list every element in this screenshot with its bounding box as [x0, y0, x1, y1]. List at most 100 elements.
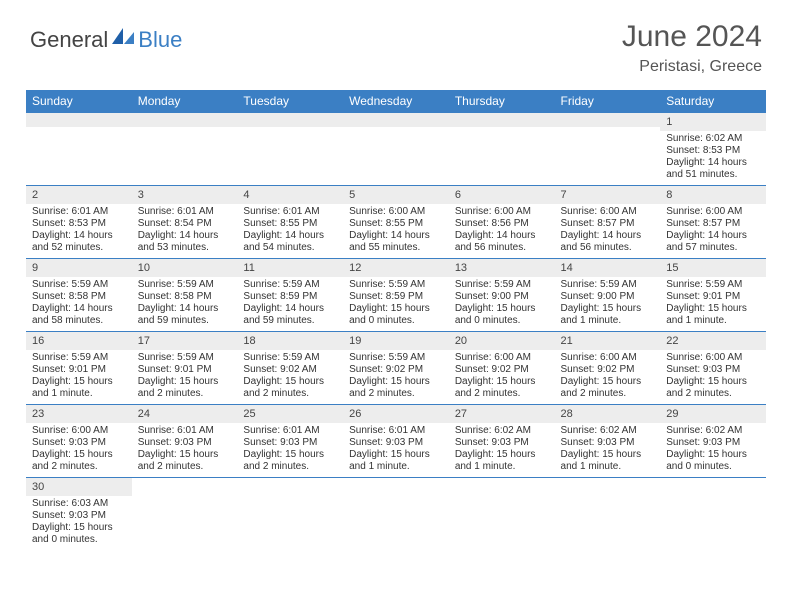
weekday-header-row: Sunday Monday Tuesday Wednesday Thursday… — [26, 90, 766, 113]
weekday-header: Friday — [555, 90, 661, 113]
day-line: Sunrise: 6:01 AM — [32, 206, 126, 218]
day-line: Daylight: 15 hours — [455, 449, 549, 461]
day-line: and 2 minutes. — [561, 388, 655, 400]
day-number: 16 — [26, 332, 132, 350]
day-line: Sunset: 9:02 AM — [243, 364, 337, 376]
day-line: Sunrise: 6:02 AM — [666, 425, 760, 437]
title-block: June 2024 Peristasi, Greece — [622, 20, 762, 76]
day-line: Sunrise: 5:59 AM — [349, 352, 443, 364]
day-line: Sunset: 8:57 PM — [666, 218, 760, 230]
day-line: Sunrise: 6:00 AM — [666, 352, 760, 364]
day-line: Daylight: 15 hours — [561, 303, 655, 315]
day-line: and 1 minute. — [455, 461, 549, 473]
day-line: and 2 minutes. — [349, 388, 443, 400]
day-line: Sunset: 9:03 PM — [455, 437, 549, 449]
day-line: Sunrise: 6:01 AM — [243, 425, 337, 437]
day-number: 6 — [449, 186, 555, 204]
calendar-week-row: 16Sunrise: 5:59 AMSunset: 9:01 PMDayligh… — [26, 332, 766, 405]
calendar-cell — [555, 113, 661, 186]
calendar-week-row: 9Sunrise: 5:59 AMSunset: 8:58 PMDaylight… — [26, 259, 766, 332]
day-content — [555, 492, 661, 498]
day-line: Sunrise: 6:00 AM — [32, 425, 126, 437]
day-content: Sunrise: 5:59 AMSunset: 8:59 PMDaylight:… — [343, 277, 449, 331]
day-number: 23 — [26, 405, 132, 423]
calendar-cell: 1Sunrise: 6:02 AMSunset: 8:53 PMDaylight… — [660, 113, 766, 186]
day-number: 11 — [237, 259, 343, 277]
day-line: and 2 minutes. — [455, 388, 549, 400]
day-line: and 1 minute. — [349, 461, 443, 473]
day-line: Sunset: 8:58 PM — [32, 291, 126, 303]
weekday-header: Tuesday — [237, 90, 343, 113]
logo-text-general: General — [30, 27, 108, 53]
day-content: Sunrise: 5:59 AMSunset: 9:01 PMDaylight:… — [132, 350, 238, 404]
calendar-cell: 13Sunrise: 5:59 AMSunset: 9:00 PMDayligh… — [449, 259, 555, 332]
day-line: and 54 minutes. — [243, 242, 337, 254]
day-line: and 52 minutes. — [32, 242, 126, 254]
day-content: Sunrise: 6:00 AMSunset: 8:56 PMDaylight:… — [449, 204, 555, 258]
calendar-cell: 26Sunrise: 6:01 AMSunset: 9:03 PMDayligh… — [343, 405, 449, 478]
day-line: and 56 minutes. — [455, 242, 549, 254]
day-line: Sunset: 8:59 PM — [243, 291, 337, 303]
day-number: 3 — [132, 186, 238, 204]
day-content — [132, 127, 238, 133]
day-line: Daylight: 15 hours — [561, 376, 655, 388]
day-content — [660, 492, 766, 498]
day-line: Sunset: 9:03 PM — [32, 437, 126, 449]
day-number: 9 — [26, 259, 132, 277]
calendar-cell: 24Sunrise: 6:01 AMSunset: 9:03 PMDayligh… — [132, 405, 238, 478]
calendar-cell: 3Sunrise: 6:01 AMSunset: 8:54 PMDaylight… — [132, 186, 238, 259]
day-line: Daylight: 15 hours — [666, 303, 760, 315]
day-line: Daylight: 14 hours — [32, 303, 126, 315]
day-number — [237, 113, 343, 127]
day-line: Sunset: 8:57 PM — [561, 218, 655, 230]
day-line: Daylight: 15 hours — [138, 376, 232, 388]
day-line: Daylight: 14 hours — [561, 230, 655, 242]
calendar-cell: 28Sunrise: 6:02 AMSunset: 9:03 PMDayligh… — [555, 405, 661, 478]
day-line: and 56 minutes. — [561, 242, 655, 254]
day-content: Sunrise: 5:59 AMSunset: 9:00 PMDaylight:… — [555, 277, 661, 331]
day-content: Sunrise: 6:01 AMSunset: 9:03 PMDaylight:… — [132, 423, 238, 477]
calendar-cell: 17Sunrise: 5:59 AMSunset: 9:01 PMDayligh… — [132, 332, 238, 405]
day-number: 1 — [660, 113, 766, 131]
day-number: 12 — [343, 259, 449, 277]
day-line: Sunset: 9:03 PM — [349, 437, 443, 449]
calendar-cell: 2Sunrise: 6:01 AMSunset: 8:53 PMDaylight… — [26, 186, 132, 259]
day-line: Sunset: 9:03 PM — [666, 364, 760, 376]
day-content — [26, 127, 132, 133]
day-line: Sunrise: 6:02 AM — [561, 425, 655, 437]
day-number: 19 — [343, 332, 449, 350]
day-line: Sunrise: 6:00 AM — [666, 206, 760, 218]
day-line: and 2 minutes. — [32, 461, 126, 473]
day-number: 21 — [555, 332, 661, 350]
calendar-week-row: 2Sunrise: 6:01 AMSunset: 8:53 PMDaylight… — [26, 186, 766, 259]
day-line: Sunrise: 6:00 AM — [455, 206, 549, 218]
calendar-cell — [26, 113, 132, 186]
day-line: Sunset: 9:00 PM — [455, 291, 549, 303]
calendar-cell: 30Sunrise: 6:03 AMSunset: 9:03 PMDayligh… — [26, 478, 132, 551]
day-content — [449, 127, 555, 133]
day-content: Sunrise: 5:59 AMSunset: 9:02 PMDaylight:… — [343, 350, 449, 404]
weekday-header: Thursday — [449, 90, 555, 113]
day-line: Daylight: 14 hours — [455, 230, 549, 242]
day-number: 13 — [449, 259, 555, 277]
calendar-cell: 27Sunrise: 6:02 AMSunset: 9:03 PMDayligh… — [449, 405, 555, 478]
location: Peristasi, Greece — [622, 58, 762, 76]
calendar-cell — [132, 478, 238, 551]
day-content: Sunrise: 6:02 AMSunset: 9:03 PMDaylight:… — [660, 423, 766, 477]
logo-text-blue: Blue — [138, 27, 182, 53]
day-content — [237, 127, 343, 133]
day-line: Sunrise: 5:59 AM — [561, 279, 655, 291]
day-number — [555, 478, 661, 492]
day-number: 28 — [555, 405, 661, 423]
day-number: 26 — [343, 405, 449, 423]
day-number — [343, 113, 449, 127]
day-line: Sunrise: 6:02 AM — [666, 133, 760, 145]
day-content: Sunrise: 6:00 AMSunset: 9:03 PMDaylight:… — [660, 350, 766, 404]
day-number: 15 — [660, 259, 766, 277]
calendar-body: 1Sunrise: 6:02 AMSunset: 8:53 PMDaylight… — [26, 113, 766, 551]
calendar-cell — [343, 113, 449, 186]
calendar-week-row: 23Sunrise: 6:00 AMSunset: 9:03 PMDayligh… — [26, 405, 766, 478]
day-line: Sunrise: 5:59 AM — [666, 279, 760, 291]
day-line: and 2 minutes. — [138, 388, 232, 400]
calendar-cell: 8Sunrise: 6:00 AMSunset: 8:57 PMDaylight… — [660, 186, 766, 259]
